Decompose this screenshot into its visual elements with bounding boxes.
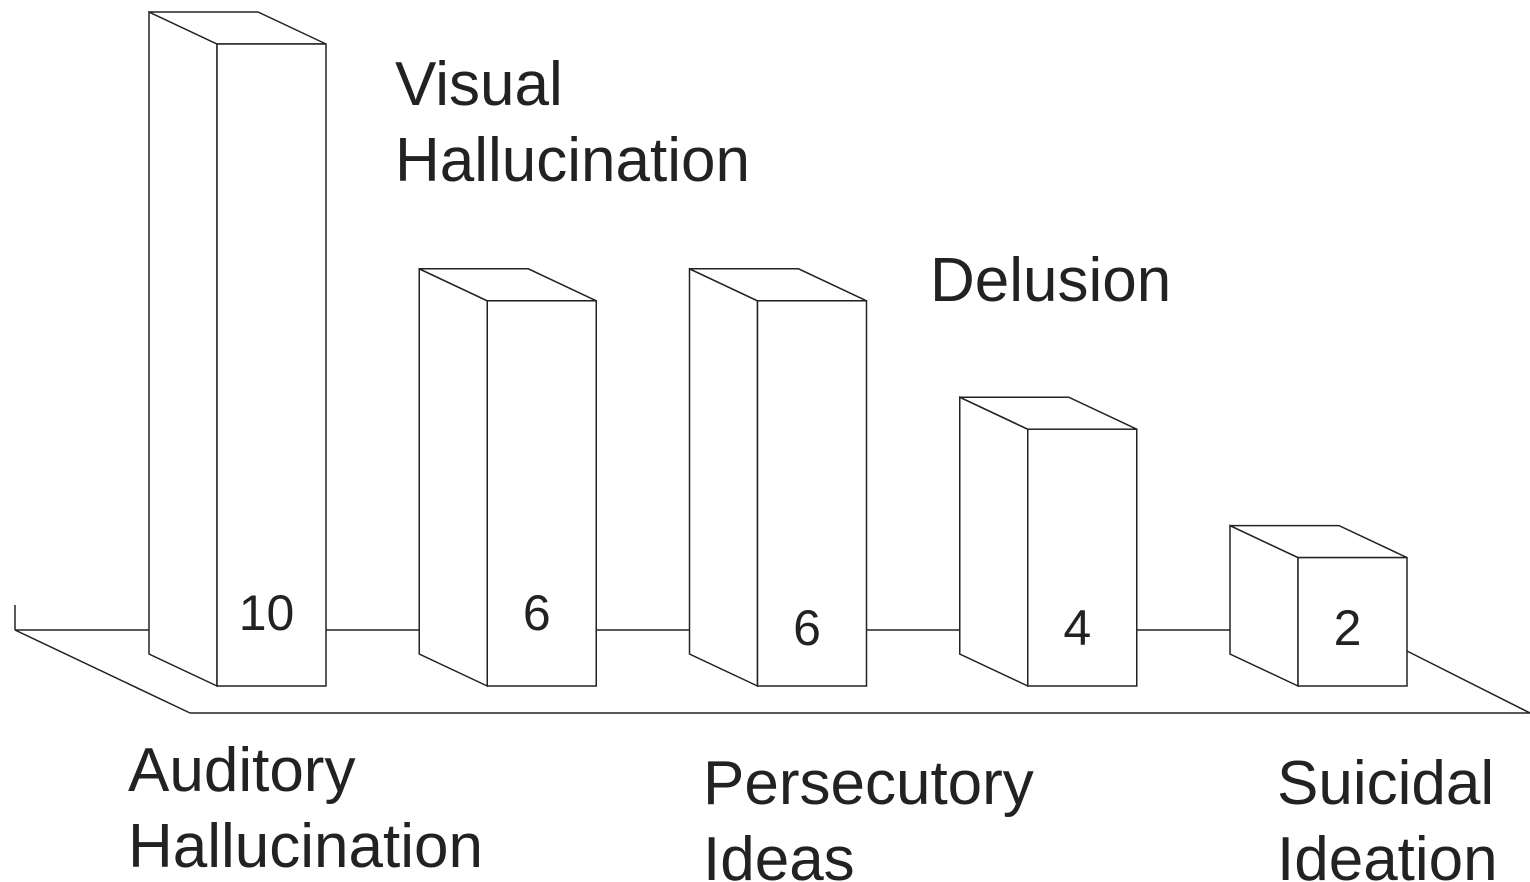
category-label: Suicidal Ideation <box>1277 749 1498 882</box>
category-label: Visual Hallucination <box>395 50 750 195</box>
bar <box>486 300 597 687</box>
value-label: 6 <box>523 585 551 641</box>
value-label: 6 <box>793 600 821 656</box>
bar-side <box>959 396 1029 688</box>
category-label: Persecutory Ideas <box>703 749 1034 882</box>
bar-side <box>148 10 218 688</box>
floor-left <box>14 629 191 714</box>
value-label: 10 <box>239 585 295 641</box>
bar <box>216 43 327 687</box>
value-label: 2 <box>1334 600 1362 656</box>
category-label: Auditory Hallucination <box>128 736 483 881</box>
floor-right <box>1404 649 1530 714</box>
bar <box>1297 556 1408 687</box>
category-label: Delusion <box>930 246 1172 315</box>
bar-side <box>418 267 488 688</box>
bar <box>756 300 868 687</box>
bar <box>1027 428 1138 687</box>
bar-side <box>688 267 759 688</box>
value-label: 4 <box>1063 600 1091 656</box>
